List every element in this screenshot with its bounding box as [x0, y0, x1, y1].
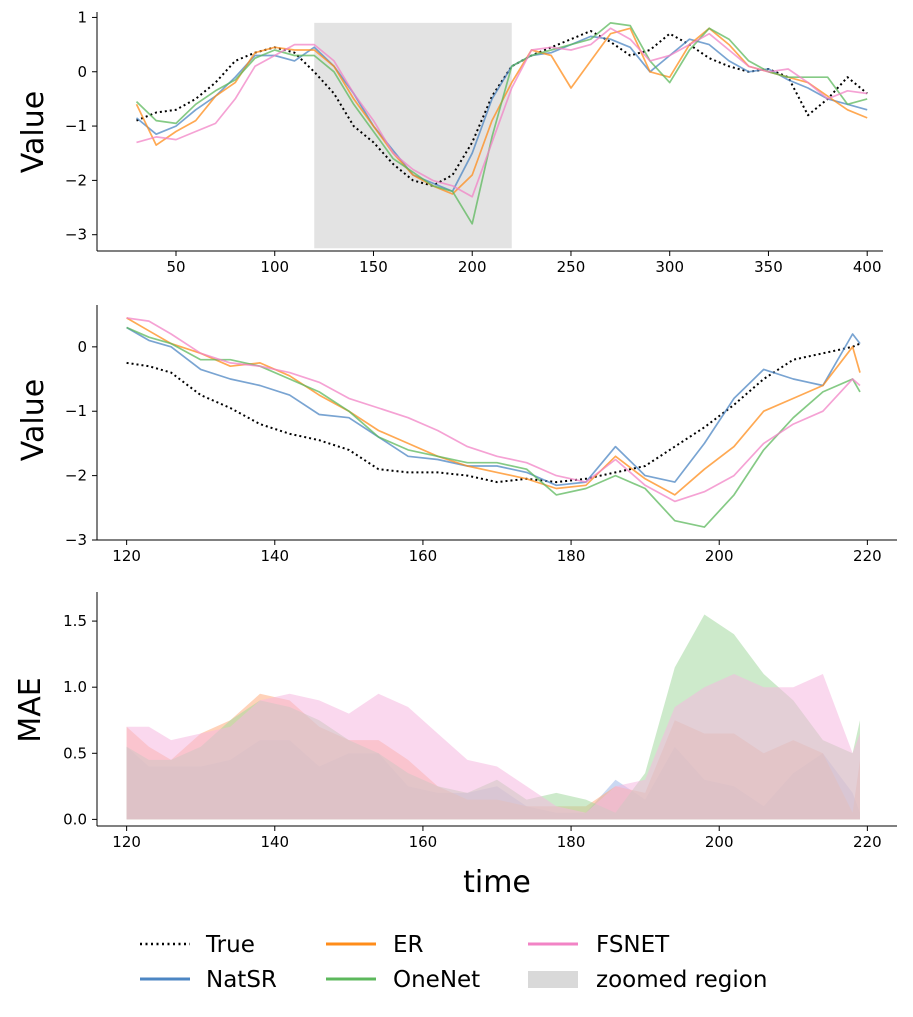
x-tick-label: 120 [112, 833, 141, 851]
x-tick-label: 100 [260, 258, 289, 276]
y-tick-label: −2 [65, 171, 87, 189]
x-tick-label: 180 [557, 547, 586, 565]
y-tick-label: 1.0 [63, 678, 87, 696]
y-tick-label: 1 [77, 8, 87, 26]
x-tick-label: 120 [112, 547, 141, 565]
x-tick-label: 160 [409, 833, 438, 851]
legend-swatch-zoomed-region [528, 971, 578, 988]
x-tick-label: 350 [754, 258, 783, 276]
y-tick-label: 0.5 [63, 744, 87, 762]
y-tick-label: 0 [77, 338, 87, 356]
y-axis-title: Value [16, 91, 51, 173]
y-tick-label: −1 [65, 402, 87, 420]
x-axis-title: time [463, 865, 531, 900]
legend-label-onenet: OneNet [393, 967, 480, 993]
x-tick-label: 250 [557, 258, 586, 276]
x-tick-label: 140 [260, 547, 289, 565]
x-tick-label: 180 [557, 833, 586, 851]
y-tick-label: 1.5 [63, 612, 87, 630]
y-tick-label: −2 [65, 467, 87, 485]
figure: 50 100 150 200 250 300 350 400 −3 −2 −1 0 1 Value 12… [0, 0, 913, 1017]
y-axis-title: MAE [13, 677, 48, 742]
legend-label-true: True [205, 932, 255, 958]
legend-label-zoomed-region: zoomed region [596, 967, 767, 993]
zoomed-region [314, 23, 511, 248]
legend-label-fsnet: FSNET [596, 932, 670, 958]
x-tick-label: 50 [166, 258, 185, 276]
x-tick-label: 400 [853, 258, 882, 276]
x-tick-label: 220 [853, 833, 882, 851]
y-axis-title: Value [16, 379, 51, 461]
legend-label-natsr: NatSR [206, 967, 277, 993]
y-tick-label: 0.0 [63, 810, 87, 828]
y-tick-label: 0 [77, 63, 87, 81]
legend-label-er: ER [393, 932, 424, 958]
x-tick-label: 150 [359, 258, 388, 276]
y-tick-label: −3 [65, 531, 87, 549]
x-tick-label: 200 [458, 258, 487, 276]
x-tick-label: 160 [409, 547, 438, 565]
y-tick-label: −3 [65, 226, 87, 244]
x-tick-label: 220 [853, 547, 882, 565]
x-tick-label: 140 [260, 833, 289, 851]
x-tick-label: 300 [655, 258, 684, 276]
y-tick-label: −1 [65, 117, 87, 135]
x-tick-label: 200 [705, 833, 734, 851]
x-tick-label: 200 [705, 547, 734, 565]
